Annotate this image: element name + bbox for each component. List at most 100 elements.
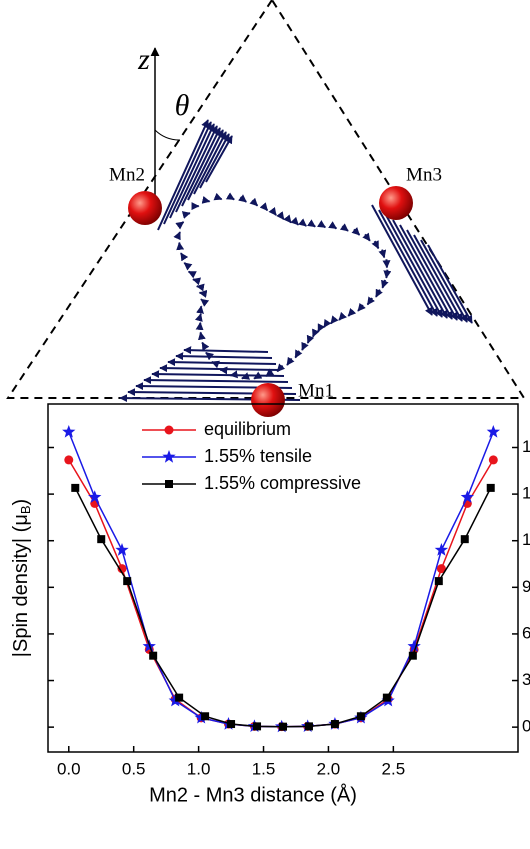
theta-label: θ (175, 89, 190, 122)
legend-marker (165, 426, 174, 435)
spin-arrow (242, 376, 248, 378)
spin-arrow (308, 337, 311, 343)
point (227, 720, 235, 728)
x-tick-label: 1.5 (252, 759, 276, 778)
spin-arrow (368, 298, 373, 305)
spin-arrow (386, 215, 442, 317)
spin-arrow (421, 240, 467, 322)
spin-arrow (181, 253, 182, 255)
spin-arrow (204, 200, 210, 201)
point (331, 720, 339, 728)
x-tick-label: 0.5 (122, 759, 146, 778)
atom (128, 191, 162, 225)
point (461, 535, 469, 543)
y-tick-label: 120 (522, 530, 530, 549)
spin-arrow (348, 311, 353, 316)
page: {"diagram": {"axis_label": "z", "angle_l… (0, 0, 530, 849)
spin-arrow (186, 213, 190, 214)
point (253, 722, 261, 730)
spin-arrow (342, 226, 348, 231)
legend-marker (165, 480, 173, 488)
point (64, 455, 73, 464)
spin-arrow (386, 270, 387, 278)
spin-arrow (313, 331, 316, 337)
spin-arrow (379, 210, 437, 316)
y-axis-title-sub: B (18, 505, 33, 514)
spin-diagram: z θ Mn2 Mn3 Mn1 (8, 0, 524, 417)
y-tick-label: 150 (522, 484, 530, 503)
spin-arrow (230, 375, 236, 376)
spin-arrow (386, 259, 387, 267)
spin-arrow (302, 223, 306, 226)
spin-arrow (179, 232, 180, 234)
point (175, 694, 183, 702)
point (279, 723, 287, 731)
point (357, 712, 365, 720)
y-tick-label: 0 (522, 717, 530, 736)
x-tick-label: 0.0 (57, 759, 81, 778)
spin-arrow (228, 196, 234, 200)
spin-arrow (302, 343, 305, 350)
spin-arrow (310, 223, 315, 226)
angle-arc (155, 130, 180, 140)
x-tick-label: 2.0 (317, 759, 341, 778)
spin-arrow (168, 362, 276, 364)
spin-arrow (272, 210, 276, 215)
spin-arrow (215, 197, 221, 200)
point (435, 543, 448, 556)
spin-arrow (263, 205, 268, 210)
spin-arrow (252, 200, 257, 205)
atom (379, 186, 413, 220)
spin-arrow (382, 280, 385, 288)
atom-label: Mn3 (406, 164, 442, 185)
y-tick-label: 30 (522, 670, 530, 689)
spin-arrow (202, 343, 203, 345)
spin-arrow (320, 224, 325, 227)
spin-arrow (375, 241, 379, 248)
y-axis-title-text: |Spin density| (μ (10, 514, 32, 657)
spin-arrow (331, 319, 335, 324)
spin-arrow (376, 290, 380, 297)
spin-arrow (354, 229, 360, 234)
legend-label: 1.55% compressive (204, 473, 361, 493)
spin-arrow (358, 305, 363, 311)
y-axis-title: |Spin density| (μB) (10, 499, 33, 657)
point (123, 577, 131, 585)
spin-arrow (331, 225, 337, 229)
spin-arrow (193, 279, 195, 280)
spin-arrow (189, 272, 191, 273)
point (409, 652, 417, 660)
triangle (8, 0, 524, 398)
atom (251, 383, 285, 417)
spin-arrow (160, 368, 280, 370)
spin-arrow (295, 221, 299, 225)
legend-label: 1.55% tensile (204, 446, 312, 466)
x-tick-label: 1.0 (187, 759, 211, 778)
spin-arrow (212, 362, 216, 363)
point (435, 577, 443, 585)
point (487, 484, 495, 492)
point (305, 722, 313, 730)
spin-arrow (152, 374, 284, 376)
figure: z θ Mn2 Mn3 Mn1 03060901201501800.00.51.… (0, 0, 530, 849)
spin-arrow (287, 358, 292, 365)
y-tick-label: 180 (522, 437, 530, 456)
point (115, 543, 128, 556)
spin-arrow (280, 214, 284, 219)
point (71, 484, 79, 492)
spin-arrow (181, 222, 183, 224)
spin-arrow (393, 220, 447, 318)
point (201, 712, 209, 720)
legend-label: equilibrium (204, 419, 291, 439)
spin-arrow (176, 356, 272, 358)
x-tick-label: 2.5 (382, 759, 406, 778)
spin-arrow (295, 351, 299, 358)
atom-label: Mn2 (109, 164, 145, 185)
spin-arrow (287, 218, 291, 222)
point (487, 425, 500, 438)
point (62, 425, 75, 438)
spin-arrow (206, 353, 208, 355)
point (97, 535, 105, 543)
point (383, 694, 391, 702)
